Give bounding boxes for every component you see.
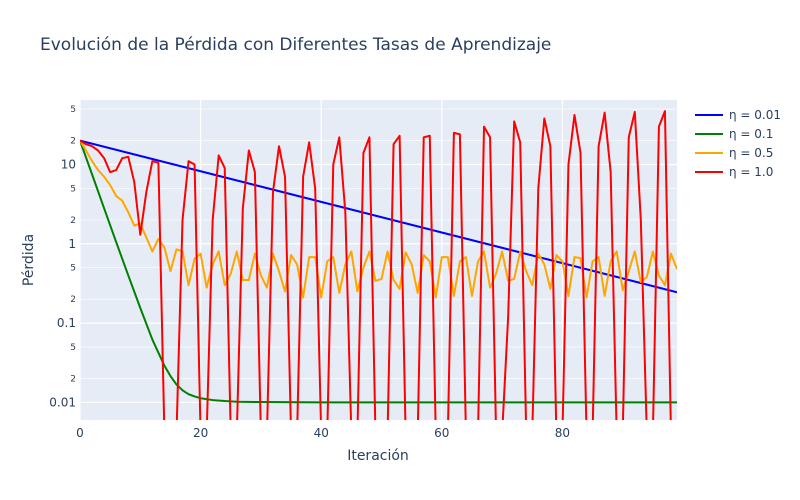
- y-minor-tick-label: 2: [70, 295, 76, 305]
- legend-label: η = 1.0: [729, 165, 773, 179]
- x-tick-label: 60: [434, 426, 449, 440]
- legend-label: η = 0.01: [729, 108, 781, 122]
- legend-item[interactable]: η = 0.5: [695, 146, 773, 160]
- x-tick-label: 0: [76, 426, 84, 440]
- legend-item[interactable]: η = 0.1: [695, 127, 773, 141]
- series-line-1: [80, 139, 677, 294]
- y-minor-tick-label: 2: [70, 375, 76, 385]
- series-line-4: [80, 110, 672, 420]
- y-minor-tick-label: 5: [70, 343, 76, 353]
- legend-label: η = 0.1: [729, 127, 773, 141]
- legend-label: η = 0.5: [729, 146, 773, 160]
- x-tick-label: 20: [193, 426, 208, 440]
- x-axis-ticks: 0 20 40 60 80: [76, 426, 570, 440]
- plot-area: [80, 100, 677, 420]
- y-minor-tick-label: 2: [70, 216, 76, 226]
- x-tick-label: 40: [314, 426, 329, 440]
- y-minor-tick-label: 2: [70, 137, 76, 147]
- y-minor-tick-label: 5: [70, 264, 76, 274]
- y-minor-tick-label: 5: [70, 105, 76, 115]
- y-tick-label: 1: [68, 237, 76, 251]
- series-line-3: [80, 140, 677, 299]
- y-tick-label: 0.01: [49, 395, 76, 409]
- legend-item[interactable]: η = 0.01: [695, 108, 781, 122]
- y-axis-ticks: 2 5 2 5 2 5 2 5 0.01 0.1 1 10: [49, 105, 76, 409]
- x-axis-title: Iteración: [347, 448, 409, 464]
- chart-title: Evolución de la Pérdida con Diferentes T…: [40, 35, 551, 55]
- series-lines: [80, 110, 677, 420]
- y-axis-title: Pérdida: [21, 234, 37, 286]
- legend[interactable]: η = 0.01 η = 0.1 η = 0.5 η = 1.0: [695, 108, 781, 179]
- y-minor-tick-label: 5: [70, 184, 76, 194]
- y-tick-label: 10: [61, 157, 76, 171]
- legend-item[interactable]: η = 1.0: [695, 165, 773, 179]
- x-tick-label: 80: [555, 426, 570, 440]
- y-tick-label: 0.1: [57, 316, 76, 330]
